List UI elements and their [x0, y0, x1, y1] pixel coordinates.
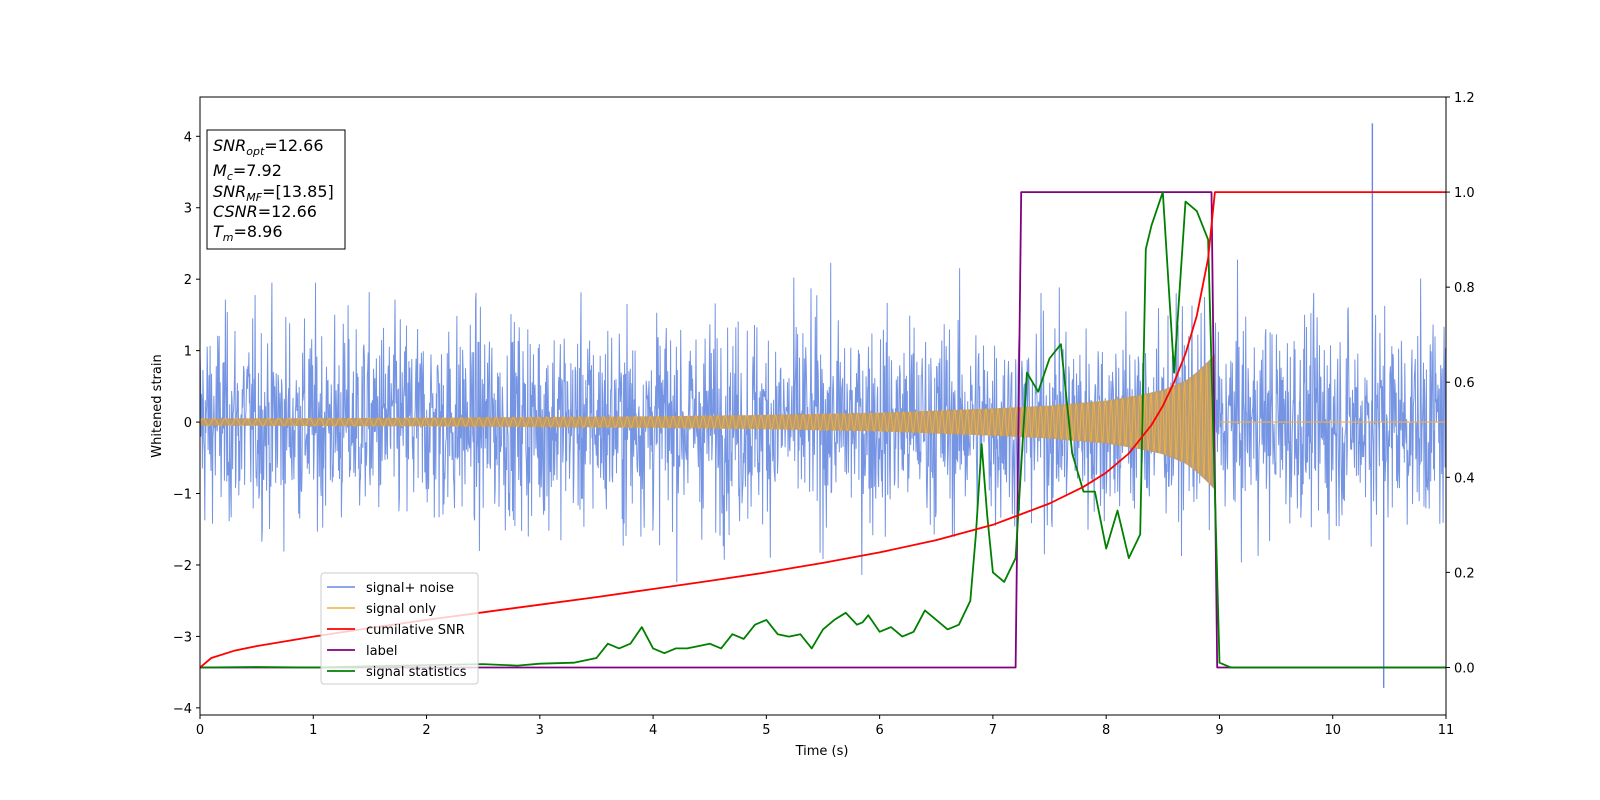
legend-label: label — [366, 644, 397, 659]
y-tick-label: 1 — [184, 345, 192, 360]
y2-tick-label: 0.6 — [1454, 376, 1475, 391]
x-tick-label: 7 — [989, 723, 997, 738]
signal-only-line — [200, 357, 1216, 490]
y-tick-label: −4 — [173, 702, 192, 717]
y2-tick-label: 1.2 — [1454, 91, 1475, 106]
y-tick-label: −3 — [173, 630, 192, 645]
signal-only-envelope — [200, 354, 1215, 490]
x-tick-label: 10 — [1324, 723, 1341, 738]
x-tick-label: 1 — [309, 723, 317, 738]
x-tick-label: 5 — [762, 723, 770, 738]
legend-label: signal+ noise — [366, 581, 454, 596]
info-line: SNRopt=12.66 — [213, 136, 324, 158]
info-line: Tm=8.96 — [213, 222, 283, 244]
plot-frame — [199, 96, 1447, 716]
y-tick-label: 3 — [184, 202, 192, 217]
x-tick-label: 9 — [1215, 723, 1223, 738]
y2-tick-label: 0.0 — [1454, 661, 1475, 676]
legend-label: signal statistics — [366, 665, 467, 680]
x-tick-label: 11 — [1438, 723, 1455, 738]
info-line: CSNR=12.66 — [213, 202, 317, 221]
signal-statistics-line — [200, 191, 1446, 669]
y2-tick-label: 1.0 — [1454, 186, 1475, 201]
x-axis-label: Time (s) — [795, 744, 849, 759]
legend: signal+ noise signal only cumilative SNR la… — [320, 572, 479, 685]
x-tick-label: 2 — [422, 723, 430, 738]
y-tick-label: 2 — [184, 273, 192, 288]
y-tick-label: −2 — [173, 559, 192, 574]
plot-area — [200, 123, 1446, 688]
y-axis-left: −4 −3 −2 −1 0 1 2 3 4 — [173, 130, 200, 717]
info-box: SNRopt=12.66 Mc=7.92SNRMF=[13.85]CSNR=12.… — [206, 129, 346, 250]
y2-tick-label: 0.2 — [1454, 566, 1475, 581]
y2-tick-label: 0.8 — [1454, 281, 1475, 296]
signal-only-series — [200, 354, 1446, 490]
y-tick-label: 0 — [184, 416, 192, 431]
signal-noise-series — [200, 123, 1446, 688]
info-line: Mc=7.92 — [213, 161, 282, 183]
x-tick-label: 4 — [649, 723, 657, 738]
legend-label: signal only — [366, 602, 436, 617]
y-tick-label: 4 — [184, 130, 192, 145]
y-axis-right: 0.0 0.2 0.4 0.6 0.8 1.0 1.2 — [1446, 91, 1475, 676]
y2-tick-label: 0.4 — [1454, 471, 1475, 486]
x-tick-label: 0 — [196, 723, 204, 738]
y-tick-label: −1 — [173, 488, 192, 503]
x-tick-label: 3 — [536, 723, 544, 738]
x-tick-label: 8 — [1102, 723, 1110, 738]
x-axis: 0 1 2 3 4 5 6 7 8 9 10 11 — [196, 715, 1454, 738]
legend-label: cumilative SNR — [366, 623, 465, 638]
x-tick-label: 6 — [875, 723, 883, 738]
info-line: SNRMF=[13.85] — [213, 182, 334, 204]
signal-noise-line — [200, 259, 1446, 583]
y-axis-label: Whitened strain — [150, 354, 165, 457]
